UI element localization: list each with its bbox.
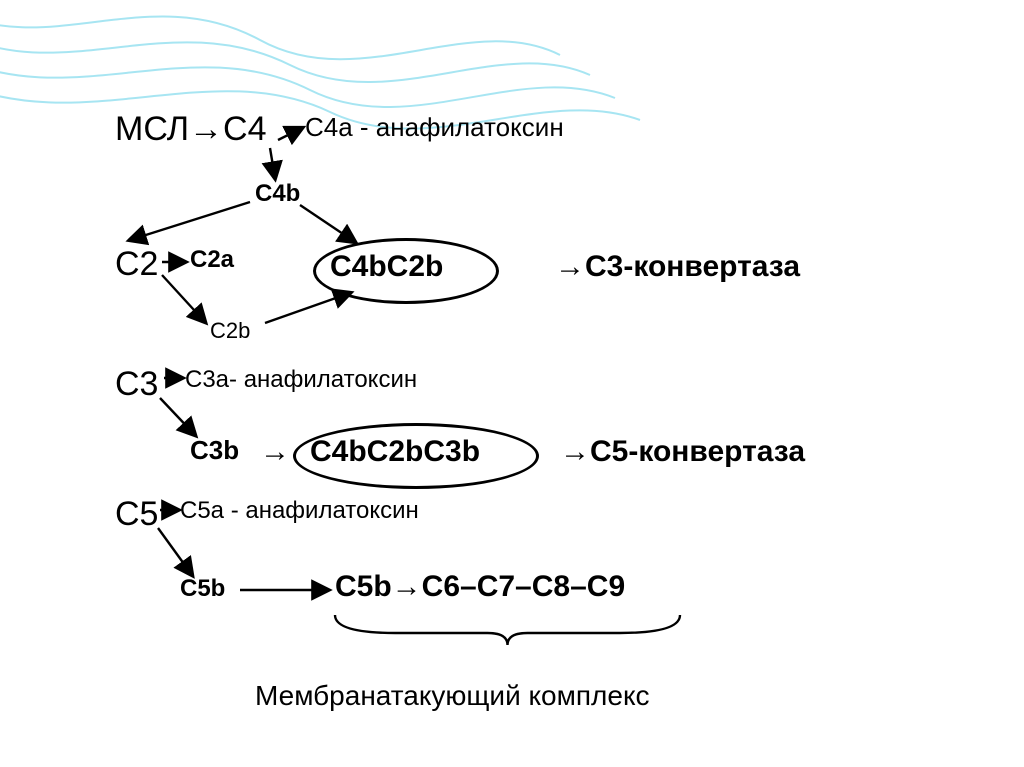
node-c4a: С4а - анафилатоксин <box>305 112 564 143</box>
node-msl: МСЛ→С4 <box>115 110 267 149</box>
arrow-a_c5_to_c5b <box>158 528 192 575</box>
arrow-a_c2b_to_c4bc2b <box>265 293 350 323</box>
node-c5b: C5b <box>180 575 225 603</box>
diagram-stage: МСЛ→С4 С4а - анафилатоксин C4b С2 C2a C2b C4bC… <box>0 0 1024 767</box>
node-mac_chain: C5b→C6–C7–C8–C9 <box>335 570 625 604</box>
node-c5conv: →С5-конвертаза <box>560 435 805 469</box>
arrow-a_c2_to_c2b <box>162 275 205 322</box>
node-c2b: C2b <box>210 318 250 344</box>
node-c4bc2b: C4bC2b <box>330 250 443 284</box>
node-arrow_c3b: → <box>260 435 290 469</box>
node-c5a: С5а - анафилатоксин <box>180 497 419 525</box>
brace-mac <box>335 615 680 645</box>
wave-line-1 <box>0 30 590 82</box>
arrow-a_c4_to_c4a <box>278 128 302 140</box>
node-c3conv: →С3-конвертаза <box>555 250 800 284</box>
decorative-waves <box>0 0 1024 200</box>
arrow-a_c3_to_c3b <box>160 398 195 435</box>
node-c4b: C4b <box>255 180 300 208</box>
node-c3a: С3а- анафилатоксин <box>185 366 417 394</box>
arrow-a_c4b_to_c2 <box>130 202 250 240</box>
node-c2a: C2a <box>190 246 234 274</box>
node-c3b: C3b <box>190 435 239 466</box>
node-c4bc2bc3b: C4bC2bC3b <box>310 435 480 469</box>
wave-line-2 <box>0 55 615 107</box>
node-mac_label: Мембранатакующий комплекс <box>255 680 650 712</box>
node-c3: С3 <box>115 365 158 404</box>
arrow-a_c4_to_c4b <box>270 148 275 178</box>
node-c5: С5 <box>115 495 158 534</box>
arrow-a_c4b_to_c4bc2b <box>300 205 355 242</box>
node-c2: С2 <box>115 245 158 284</box>
wave-line-0 <box>0 10 560 59</box>
